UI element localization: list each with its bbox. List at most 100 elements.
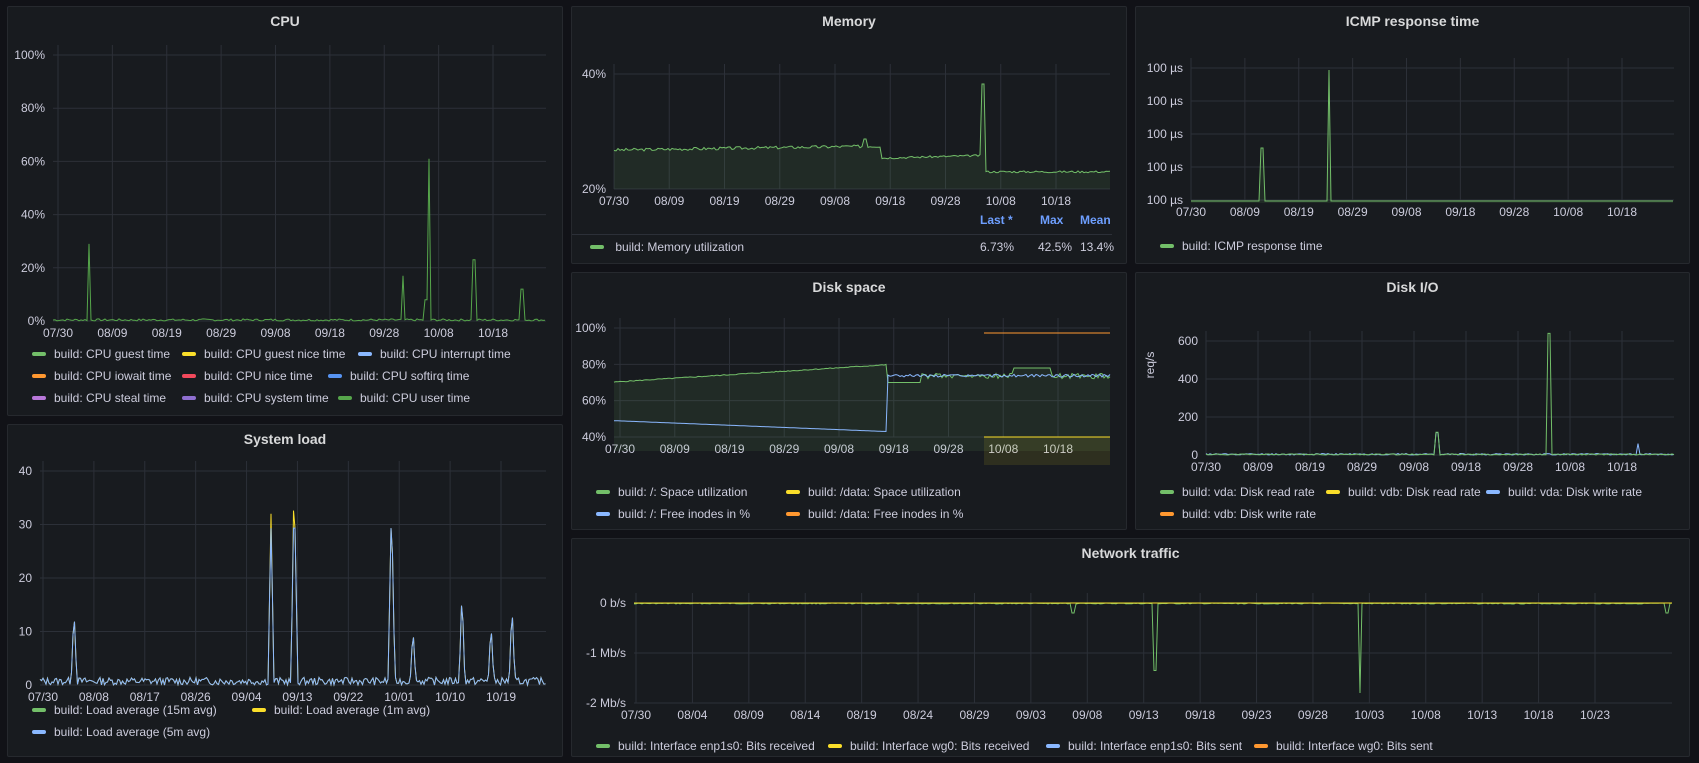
legend-item[interactable]: build: Load average (1m avg) — [252, 703, 430, 717]
data-space-fill — [984, 437, 1110, 465]
legend-label: build: Load average (15m avg) — [54, 703, 217, 717]
legend-item[interactable]: build: CPU steal time — [32, 391, 166, 405]
legend-item[interactable]: build: CPU system time — [182, 391, 329, 405]
x-tick-label: 10/08 — [986, 194, 1016, 208]
network-traffic-panel[interactable]: Network traffic 0 b/s -1 Mb/s -2 Mb/s 07/30… — [571, 538, 1690, 757]
legend-item[interactable]: build: /: Free inodes in % — [596, 507, 750, 521]
legend-swatch — [596, 511, 610, 516]
x-tick-label: 09/04 — [232, 690, 262, 704]
legend-item[interactable]: build: Load average (15m avg) — [32, 703, 217, 717]
legend-item[interactable]: build: ICMP response time — [1160, 239, 1323, 253]
legend-item[interactable]: build: vda: Disk write rate — [1486, 485, 1642, 499]
legend-label: build: Interface enp1s0: Bits received — [618, 739, 815, 753]
legend-item[interactable]: build: CPU softirq time — [328, 369, 469, 383]
legend-header-last[interactable]: Last * — [980, 213, 1013, 227]
legend-label: build: ICMP response time — [1182, 239, 1323, 253]
x-tick-label: 09/18 — [879, 442, 909, 456]
legend-item[interactable]: build: Interface enp1s0: Bits received — [596, 739, 815, 753]
x-tick-label: 08/09 — [654, 194, 684, 208]
x-tick-label: 08/29 — [765, 194, 795, 208]
legend-item[interactable]: build: CPU guest time — [32, 347, 170, 361]
system-load-graph[interactable]: 40 30 20 10 007/30 08/08 08/17 08/26 09/04 09/13 0… — [8, 425, 563, 757]
legend-label: build: Interface enp1s0: Bits sent — [1068, 739, 1243, 753]
legend-item[interactable]: build: Interface enp1s0: Bits sent — [1046, 739, 1242, 753]
y-tick-label: -2 Mb/s — [586, 696, 626, 710]
system-load-panel[interactable]: System load 40 30 20 10 0 07/30 08/08 08/17 08/2… — [7, 424, 563, 757]
legend-item[interactable]: build: CPU nice time — [182, 369, 313, 383]
memory-series — [613, 83, 1111, 174]
x-tick-label: 08/24 — [903, 708, 933, 722]
legend-swatch — [786, 511, 800, 516]
disk-space-graph[interactable]: 100% 80% 60% 40%07/30 08/09 08/19 08/29 09/08 09… — [572, 273, 1127, 530]
network-traffic-graph[interactable]: 0 b/s -1 Mb/s -2 Mb/s07/30 08/04 08/09 08/14 0… — [572, 539, 1690, 757]
legend-swatch — [182, 351, 196, 356]
enp1s0-received-series — [634, 602, 1673, 694]
x-tick-label: 09/08 — [1072, 708, 1102, 722]
legend-item[interactable]: build: CPU iowait time — [32, 369, 171, 383]
legend-swatch — [590, 244, 604, 249]
legend-item[interactable]: build: vdb: Disk read rate — [1326, 485, 1481, 499]
panel-title[interactable]: CPU — [270, 13, 300, 29]
legend-item[interactable]: build: vdb: Disk write rate — [1160, 507, 1316, 521]
panel-title[interactable]: Memory — [822, 13, 876, 29]
x-tick-label: 09/18 — [315, 326, 345, 340]
legend-item[interactable]: build: Load average (5m avg) — [32, 725, 210, 739]
panel-title[interactable]: System load — [243, 431, 327, 447]
legend-row[interactable]: build: Memory utilization 6.73% 42.5% 13… — [572, 234, 1114, 254]
x-tick-label: 08/19 — [152, 326, 182, 340]
x-tick-label: 08/08 — [79, 690, 109, 704]
legend-item[interactable]: build: /: Space utilization — [596, 485, 747, 499]
disk-io-panel[interactable]: Disk I/O 600 400 200 0 07/30 08/09 08/19 08/29 0… — [1135, 272, 1690, 530]
panel-title[interactable]: ICMP response time — [1345, 13, 1480, 29]
y-tick-label: 30 — [19, 518, 33, 532]
legend-label: build: vda: Disk write rate — [1508, 485, 1643, 499]
legend-label: build: CPU guest nice time — [204, 347, 346, 361]
memory-graph[interactable]: 40% 20%07/30 08/09 08/19 08/29 09/08 09/18 09/2… — [572, 7, 1127, 264]
x-tick-label: 10/19 — [486, 690, 516, 704]
x-tick-label: 07/30 — [599, 194, 629, 208]
legend-header-mean[interactable]: Mean — [1080, 213, 1111, 227]
x-tick-label: 09/18 — [1451, 460, 1481, 474]
legend-item[interactable]: build: Interface wg0: Bits received — [828, 739, 1029, 753]
legend-swatch — [32, 707, 46, 712]
legend-label: build: vdb: Disk write rate — [1182, 507, 1317, 521]
disk-space-panel[interactable]: Disk space 100% 80% 60% 40% 07/30 08/09 08/19 0… — [571, 272, 1127, 530]
x-tick-label: 10/18 — [1524, 708, 1554, 722]
legend-label: build: CPU nice time — [204, 369, 313, 383]
x-tick-label: 09/18 — [1445, 205, 1475, 219]
legend-item[interactable]: build: /data: Space utilization — [786, 485, 961, 499]
x-tick-label: 10/08 — [988, 442, 1018, 456]
x-tick-label: 07/30 — [28, 690, 58, 704]
x-tick-label: 08/17 — [130, 690, 160, 704]
legend-item[interactable]: build: /data: Free inodes in % — [786, 507, 963, 521]
cpu-panel[interactable]: CPU 100% 80% 60% 40% 20% 0% 07/30 08/09 08/19 08/… — [7, 6, 563, 416]
legend-item[interactable]: build: vda: Disk read rate — [1160, 485, 1315, 499]
x-tick-label: 10/10 — [435, 690, 465, 704]
legend-item[interactable]: build: CPU guest nice time — [182, 347, 345, 361]
legend-swatch — [1160, 243, 1174, 248]
legend-item[interactable]: build: CPU user time — [338, 391, 470, 405]
root-space-series-fill — [614, 364, 1110, 451]
legend-swatch — [596, 489, 610, 494]
legend-label: build: /data: Free inodes in % — [808, 507, 964, 521]
cpu-graph[interactable]: 100% 80% 60% 40% 20% 0%07/30 08/09 08/19 08/29 09… — [8, 7, 563, 416]
disk-io-graph[interactable]: 600 400 200 007/30 08/09 08/19 08/29 09/08 09/18… — [1136, 273, 1690, 530]
x-tick-label: 08/19 — [709, 194, 739, 208]
legend-item[interactable]: build: CPU interrupt time — [358, 347, 511, 361]
y-tick-label: 100 µs — [1147, 61, 1183, 75]
x-tick-label: 09/08 — [824, 442, 854, 456]
panel-title[interactable]: Disk space — [812, 279, 886, 295]
panel-title[interactable]: Disk I/O — [1386, 279, 1439, 295]
y-tick-label: 20 — [19, 571, 33, 585]
legend-item[interactable]: build: Interface wg0: Bits sent — [1254, 739, 1433, 753]
legend-last-value: 6.73% — [980, 240, 1015, 254]
x-tick-label: 09/28 — [930, 194, 960, 208]
memory-panel[interactable]: Memory 40% 20% 07/30 08/09 08/19 08/29 09/08 09… — [571, 6, 1127, 264]
legend-swatch — [358, 351, 372, 356]
icmp-panel[interactable]: ICMP response time 100 µs 100 µs 100 µs 100… — [1135, 6, 1690, 264]
y-tick-label: -1 Mb/s — [586, 646, 626, 660]
panel-title[interactable]: Network traffic — [1081, 545, 1180, 561]
y-tick-label: 20% — [21, 261, 45, 275]
legend-header-max[interactable]: Max — [1040, 213, 1064, 227]
